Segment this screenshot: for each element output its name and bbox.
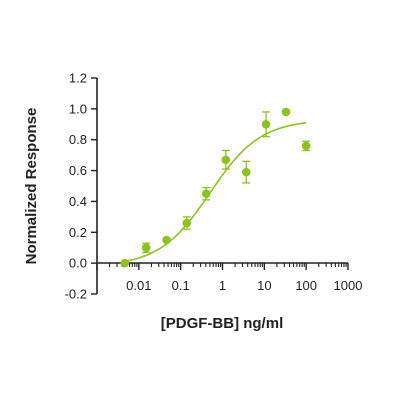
y-tick-label: 0.6	[69, 163, 87, 178]
fit-curve-layer	[124, 122, 307, 263]
data-point	[261, 119, 271, 129]
y-tick-label: -0.2	[65, 287, 87, 302]
x-tick-label: 10	[257, 278, 271, 293]
data-point	[182, 218, 192, 228]
y-tick-label: 0.2	[69, 225, 87, 240]
data-point	[301, 141, 311, 151]
x-axis: 0.01 0.1 1 10 100 1000	[96, 262, 363, 293]
data-point	[241, 167, 251, 177]
x-tick-label: 0.01	[126, 278, 151, 293]
x-tick-label: 0.1	[172, 278, 190, 293]
y-tick-label: 1.2	[69, 71, 87, 86]
data-point	[202, 189, 211, 199]
x-axis-title: [PDGF-BB] ng/ml	[161, 315, 283, 332]
x-tick-label: 1000	[334, 278, 363, 293]
data-point	[141, 243, 151, 253]
y-tick-label: 0.4	[69, 194, 87, 209]
y-tick-label: 1.0	[69, 101, 87, 116]
data-point	[120, 258, 130, 268]
data-point	[221, 155, 231, 165]
y-axis-title: Normalized Response	[23, 108, 40, 265]
data-point	[281, 107, 291, 117]
y-tick-label: 0.8	[69, 132, 87, 147]
x-tick-label: 100	[295, 278, 317, 293]
data-point	[162, 235, 171, 245]
data-points-layer	[120, 107, 311, 268]
fit-curve	[124, 122, 307, 263]
y-axis: -0.2 0.0 0.2 0.4 0.6 0.8 1.0 1.2	[65, 71, 98, 302]
y-tick-label: 0.0	[69, 256, 87, 271]
x-tick-label: 1	[219, 278, 226, 293]
